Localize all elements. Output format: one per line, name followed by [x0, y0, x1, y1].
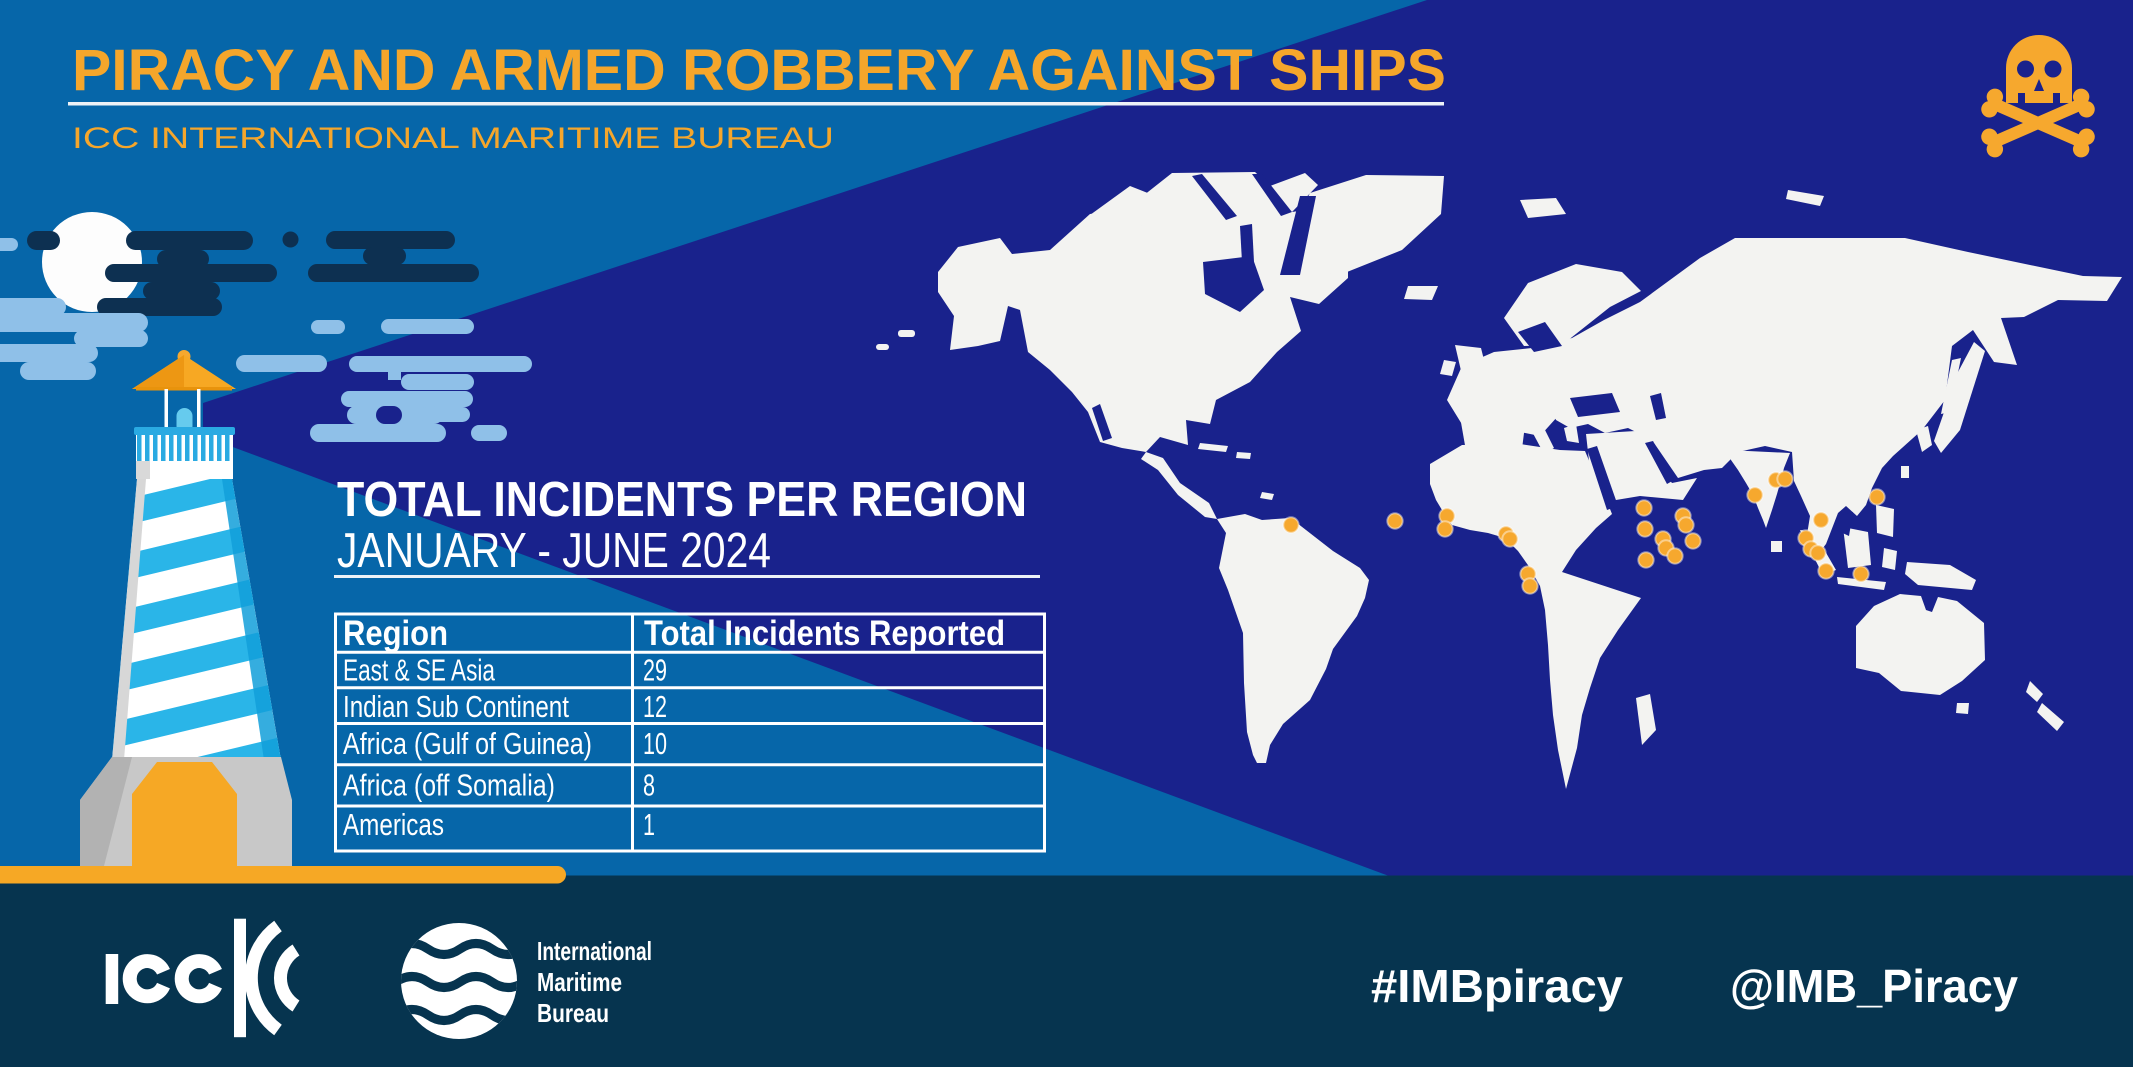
svg-text:29: 29 — [643, 653, 667, 688]
svg-text:East & SE Asia: East & SE Asia — [343, 653, 496, 688]
svg-text:Africa (off Somalia): Africa (off Somalia) — [343, 768, 555, 803]
svg-text:ICC INTERNATIONAL MARITIME BUR: ICC INTERNATIONAL MARITIME BUREAU — [72, 122, 834, 155]
svg-text:Americas: Americas — [343, 807, 444, 842]
svg-text:12: 12 — [643, 689, 667, 724]
svg-text:Maritime: Maritime — [537, 967, 622, 997]
svg-text:International: International — [537, 936, 652, 966]
svg-text:JANUARY - JUNE 2024: JANUARY - JUNE 2024 — [337, 524, 771, 578]
svg-text:Bureau: Bureau — [537, 998, 609, 1028]
svg-text:PIRACY AND ARMED ROBBERY AGAIN: PIRACY AND ARMED ROBBERY AGAINST SHIPS — [72, 38, 1446, 103]
svg-text:Region: Region — [343, 614, 448, 653]
svg-text:#IMBpiracy: #IMBpiracy — [1371, 960, 1623, 1012]
svg-text:Total Incidents Reported: Total Incidents Reported — [644, 614, 1005, 653]
svg-text:Africa (Gulf of Guinea): Africa (Gulf of Guinea) — [343, 726, 592, 761]
svg-text:10: 10 — [643, 726, 667, 761]
svg-text:8: 8 — [643, 768, 655, 803]
svg-text:Indian Sub Continent: Indian Sub Continent — [343, 689, 569, 724]
svg-text:TOTAL INCIDENTS PER REGION: TOTAL INCIDENTS PER REGION — [337, 473, 1027, 527]
svg-text:1: 1 — [643, 807, 655, 842]
svg-text:@IMB_Piracy: @IMB_Piracy — [1730, 960, 2018, 1012]
